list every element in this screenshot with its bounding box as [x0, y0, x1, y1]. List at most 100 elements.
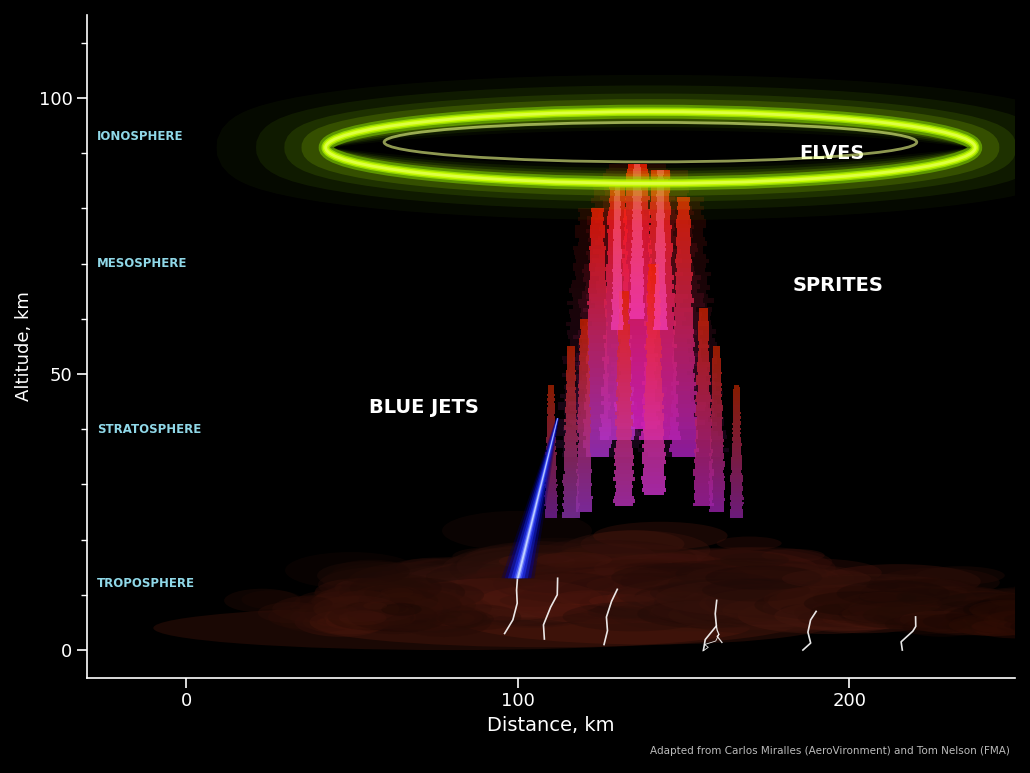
Polygon shape: [578, 380, 696, 384]
Polygon shape: [624, 290, 651, 295]
Polygon shape: [620, 349, 654, 352]
Polygon shape: [610, 203, 625, 207]
Ellipse shape: [711, 587, 867, 621]
Ellipse shape: [339, 611, 386, 625]
Ellipse shape: [1000, 614, 1030, 633]
Ellipse shape: [583, 576, 630, 589]
Polygon shape: [568, 301, 627, 305]
Ellipse shape: [842, 604, 923, 623]
Polygon shape: [730, 495, 743, 497]
Polygon shape: [673, 342, 694, 347]
Ellipse shape: [497, 573, 571, 592]
Polygon shape: [629, 206, 692, 211]
Ellipse shape: [535, 537, 670, 573]
Polygon shape: [617, 371, 631, 375]
Polygon shape: [627, 233, 693, 238]
Ellipse shape: [850, 596, 934, 615]
Polygon shape: [617, 404, 631, 408]
Polygon shape: [712, 422, 722, 425]
Ellipse shape: [370, 576, 484, 608]
Ellipse shape: [414, 588, 501, 613]
Ellipse shape: [434, 610, 461, 618]
Ellipse shape: [634, 584, 792, 617]
Polygon shape: [617, 353, 630, 357]
Polygon shape: [617, 437, 631, 441]
Polygon shape: [602, 400, 633, 405]
Polygon shape: [562, 512, 580, 515]
Polygon shape: [608, 260, 626, 264]
Polygon shape: [562, 480, 579, 482]
Ellipse shape: [562, 601, 706, 632]
Ellipse shape: [323, 581, 431, 611]
Polygon shape: [589, 292, 606, 297]
Ellipse shape: [620, 588, 700, 610]
Ellipse shape: [983, 607, 1030, 618]
Ellipse shape: [461, 541, 617, 583]
Ellipse shape: [877, 601, 961, 621]
Ellipse shape: [1026, 605, 1030, 615]
Polygon shape: [649, 307, 673, 312]
Polygon shape: [698, 358, 709, 362]
Polygon shape: [614, 367, 707, 371]
Ellipse shape: [823, 611, 892, 628]
Ellipse shape: [534, 567, 728, 608]
Ellipse shape: [485, 574, 584, 601]
Ellipse shape: [379, 570, 511, 607]
Ellipse shape: [1027, 618, 1030, 628]
Polygon shape: [641, 431, 680, 436]
Polygon shape: [564, 509, 578, 512]
Polygon shape: [566, 361, 575, 364]
Ellipse shape: [568, 585, 663, 605]
Polygon shape: [568, 349, 575, 352]
Polygon shape: [614, 209, 621, 211]
Polygon shape: [585, 393, 690, 398]
Ellipse shape: [225, 589, 301, 612]
Polygon shape: [546, 464, 556, 466]
Polygon shape: [630, 311, 645, 314]
Ellipse shape: [484, 584, 611, 620]
Ellipse shape: [864, 602, 983, 630]
Polygon shape: [579, 404, 589, 407]
Ellipse shape: [466, 581, 591, 614]
Polygon shape: [565, 393, 576, 396]
Polygon shape: [655, 254, 665, 257]
Polygon shape: [616, 466, 631, 470]
Ellipse shape: [431, 575, 536, 604]
Ellipse shape: [477, 594, 592, 626]
Polygon shape: [569, 392, 665, 397]
Polygon shape: [587, 390, 608, 393]
Polygon shape: [562, 373, 632, 376]
Polygon shape: [545, 497, 557, 499]
Ellipse shape: [970, 600, 1030, 615]
Ellipse shape: [663, 561, 788, 587]
Ellipse shape: [355, 611, 392, 622]
Polygon shape: [629, 257, 691, 261]
Polygon shape: [613, 404, 708, 408]
Polygon shape: [592, 258, 682, 263]
Ellipse shape: [978, 620, 1019, 630]
Polygon shape: [671, 404, 696, 408]
Polygon shape: [617, 330, 703, 335]
Ellipse shape: [1007, 616, 1030, 625]
Ellipse shape: [880, 606, 936, 619]
Polygon shape: [604, 405, 630, 410]
Ellipse shape: [659, 585, 793, 613]
Ellipse shape: [426, 580, 541, 611]
Polygon shape: [671, 408, 696, 413]
Ellipse shape: [464, 570, 553, 590]
Ellipse shape: [507, 561, 667, 595]
Ellipse shape: [599, 595, 694, 615]
Polygon shape: [651, 183, 670, 188]
Ellipse shape: [315, 578, 404, 606]
Ellipse shape: [338, 591, 390, 607]
Ellipse shape: [623, 584, 794, 620]
Polygon shape: [565, 407, 577, 410]
Polygon shape: [614, 221, 621, 223]
Polygon shape: [626, 205, 649, 209]
Ellipse shape: [702, 579, 811, 601]
Ellipse shape: [508, 551, 609, 577]
Ellipse shape: [614, 563, 694, 579]
Polygon shape: [654, 314, 667, 316]
Polygon shape: [562, 356, 632, 360]
Ellipse shape: [488, 591, 535, 604]
